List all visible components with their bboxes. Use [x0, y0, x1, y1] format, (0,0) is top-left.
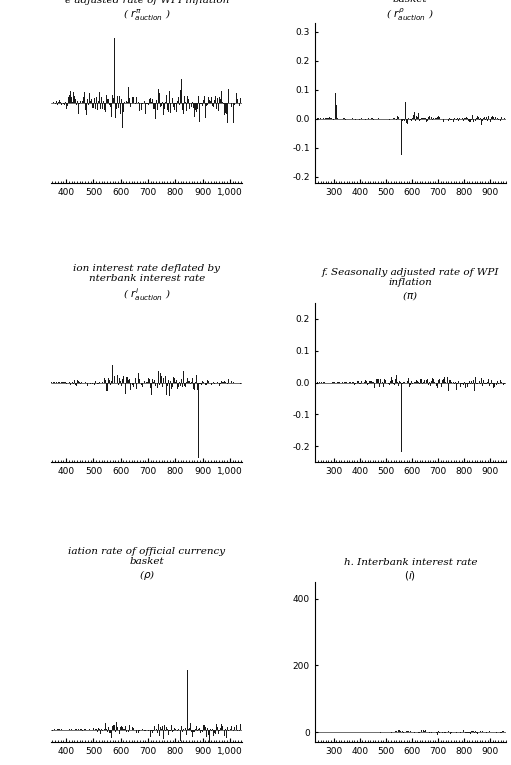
Title: ion interest rate deflated by
nterbank interest rate
( $r^{i}_{auction}$ ): ion interest rate deflated by nterbank i… — [73, 264, 220, 303]
Title: f. Seasonally adjusted rate of WPI
inflation
($\pi$): f. Seasonally adjusted rate of WPI infla… — [321, 268, 499, 302]
Title: depreciation rate of official curren
basket
( $r^{\rho}_{auction}$ ): depreciation rate of official curren bas… — [319, 0, 501, 23]
Title: iation rate of official currency
basket
($\rho$): iation rate of official currency basket … — [68, 547, 225, 582]
Title: e adjusted rate of WPI inflation
( $r^{\pi}_{auction}$ ): e adjusted rate of WPI inflation ( $r^{\… — [64, 0, 229, 23]
Title: h. Interbank interest rate
$(i)$: h. Interbank interest rate $(i)$ — [343, 558, 477, 581]
